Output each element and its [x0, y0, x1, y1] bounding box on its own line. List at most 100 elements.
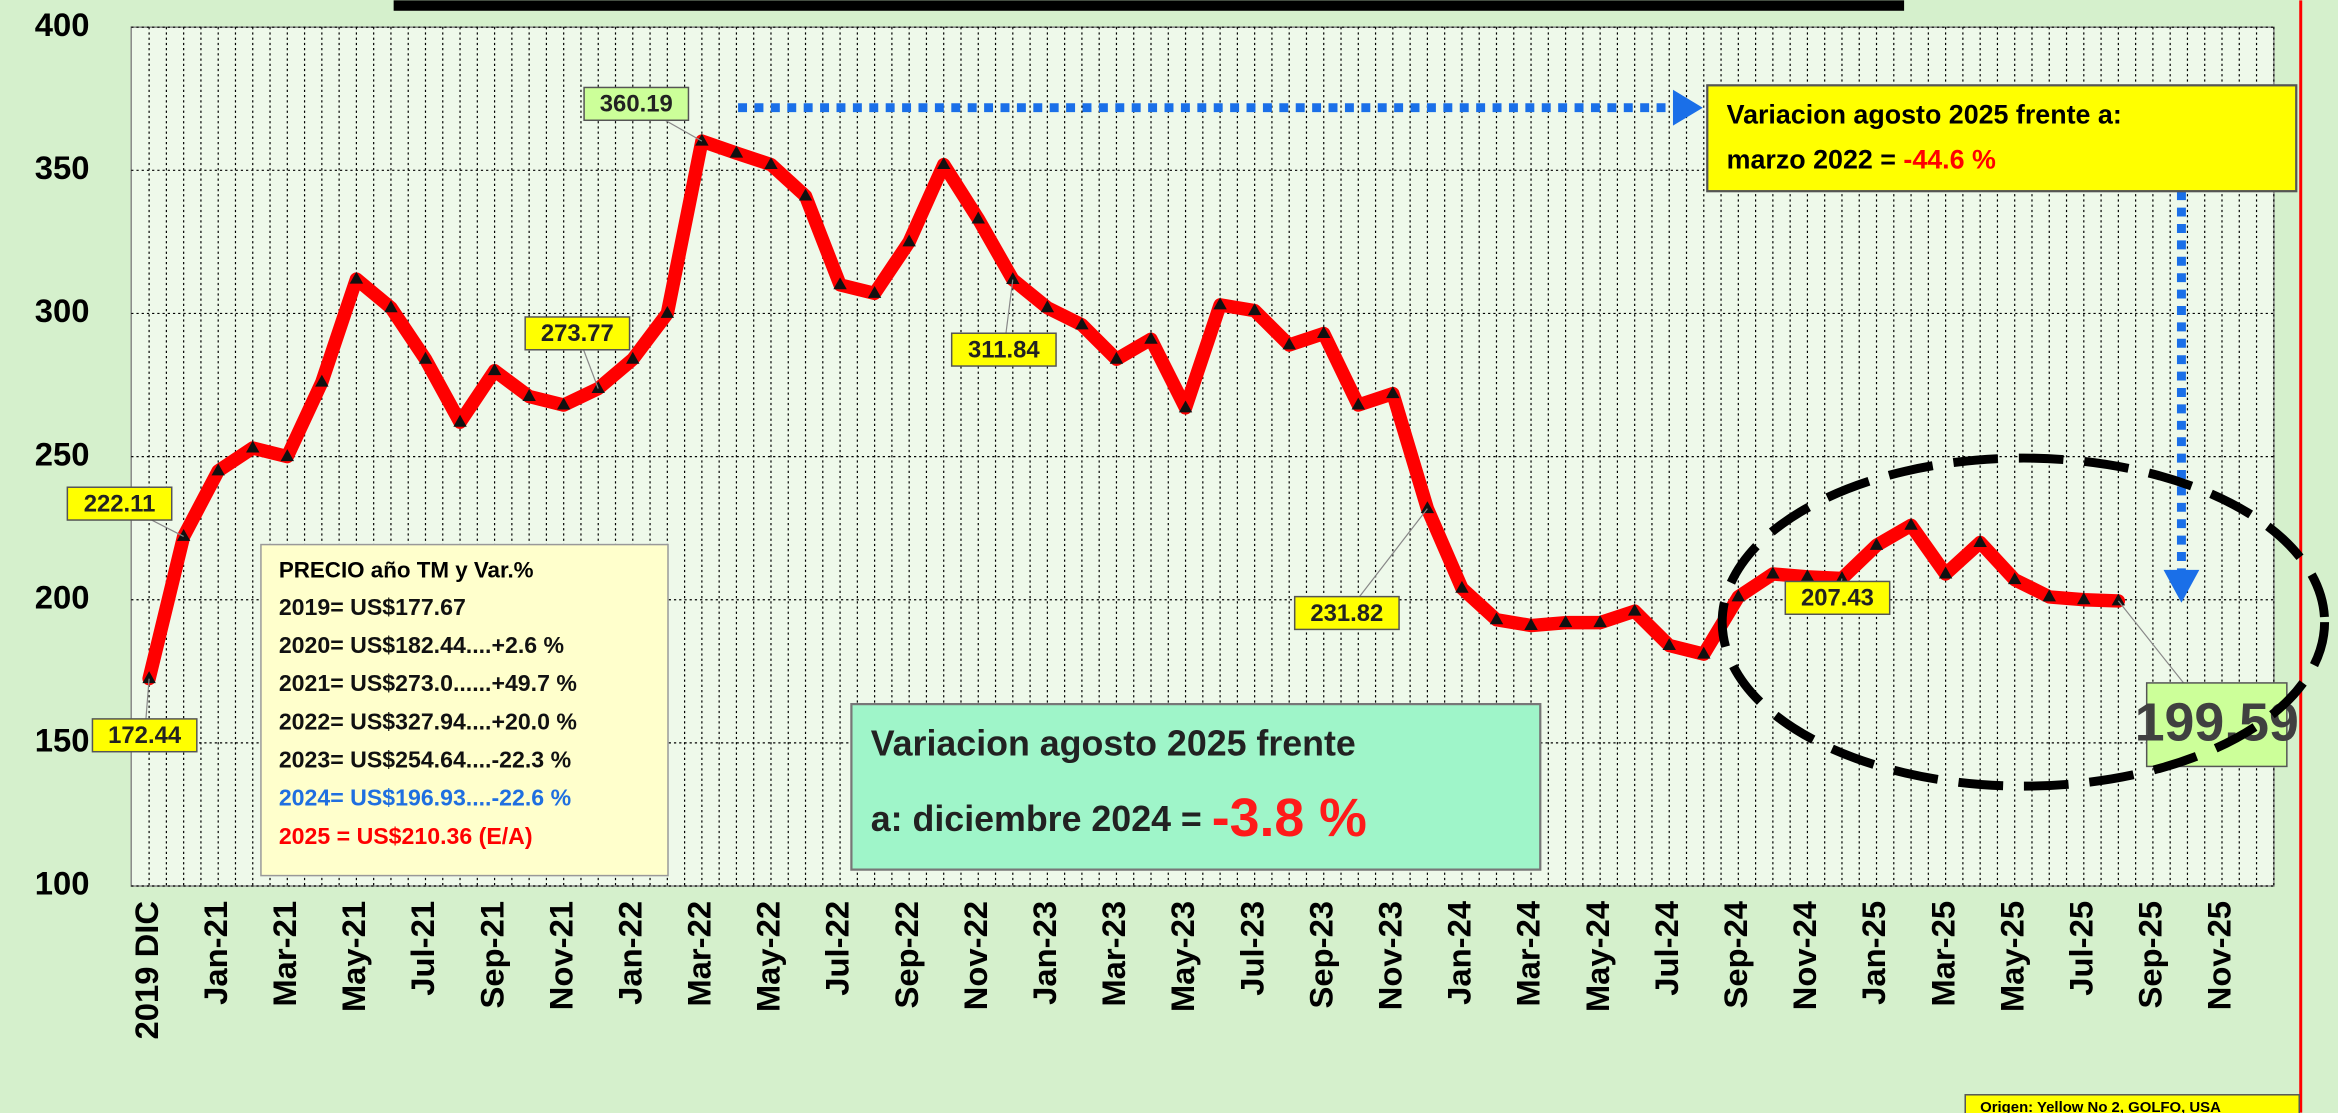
- marker: [1144, 331, 1158, 344]
- grid: 100 150 200 250 300 350 400 2019 DIC Jan-21 Mar-2…: [35, 6, 2275, 1040]
- x-tick-label: Sep-23: [1302, 901, 1339, 1009]
- arrow-head: [1672, 89, 1703, 126]
- marker: [1627, 603, 1642, 616]
- marker: [246, 440, 260, 453]
- data-label: 207.43: [1801, 585, 1874, 612]
- data-label-box: [1293, 595, 1400, 631]
- annotation-text: a: diciembre 2024 = -3.8 %: [871, 788, 1367, 848]
- marker: [1697, 646, 1711, 659]
- x-tick-label: Nov-25: [2201, 901, 2238, 1010]
- marker: [867, 285, 882, 298]
- x-tick-label: Jul-22: [819, 901, 856, 996]
- x-tick-label: Mar-22: [681, 901, 718, 1007]
- marker: [2007, 572, 2022, 585]
- marker: [971, 211, 985, 224]
- data-label-box: [2145, 682, 2288, 768]
- x-tick-label: Jul-25: [2062, 901, 2099, 996]
- data-label-box: [1784, 580, 1891, 616]
- marker: [1731, 589, 1746, 602]
- marker: [695, 133, 709, 146]
- marker: [487, 363, 502, 376]
- annotation-text: Variacion agosto 2025 frente: [871, 723, 1356, 763]
- price-line: 2019= US$177.67: [279, 594, 466, 620]
- marker: [1178, 400, 1193, 413]
- marker: [1075, 317, 1089, 330]
- annotation-text: a: diciembre 2024 =: [871, 799, 1212, 839]
- marker: [349, 271, 364, 284]
- marker: [1662, 638, 1676, 651]
- price-box-title: PRECIO año TM y Var.%: [279, 557, 534, 582]
- y-tick-label: 250: [35, 435, 90, 472]
- marker: [626, 351, 640, 364]
- marker: [1489, 612, 1504, 625]
- data-label-box: [66, 486, 173, 521]
- data-label-box: [583, 86, 690, 122]
- data-label: 360.19: [600, 91, 673, 118]
- marker: [937, 157, 951, 170]
- y-tick-label: 200: [35, 578, 90, 615]
- x-tick-label: Mar-24: [1510, 900, 1547, 1006]
- price-line: 2025 = US$210.36 (E/A): [279, 823, 533, 849]
- price-line: 2024= US$196.93....-22.6 %: [279, 785, 571, 811]
- y-tick-label: 350: [35, 149, 90, 186]
- marker: [729, 145, 744, 158]
- marker: [833, 277, 847, 290]
- price-box: [260, 543, 669, 877]
- marker: [798, 188, 813, 201]
- x-tick-label: Sep-21: [473, 901, 510, 1009]
- x-tick-label: Jul-24: [1648, 900, 1685, 996]
- marker: [1109, 351, 1124, 364]
- marker: [315, 374, 329, 387]
- marker: [1040, 300, 1055, 313]
- data-label: 273.77: [541, 320, 614, 347]
- data-label: 199.59: [2135, 692, 2299, 752]
- x-tick-label: Jan-25: [1855, 901, 1892, 1005]
- marker: [280, 449, 295, 462]
- marker: [1282, 337, 1296, 350]
- marks: 172.44 222.11 273.77 360.19 311.84 231.82 207.…: [66, 86, 2299, 768]
- y-tick-label: 300: [35, 292, 90, 329]
- annotation-text: marzo 2022 =: [1727, 144, 1904, 174]
- data-label: 231.82: [1310, 600, 1383, 627]
- y-tick-label: 150: [35, 722, 90, 759]
- marker: [1766, 566, 1780, 579]
- arrow-head: [2163, 569, 2200, 603]
- marker: [384, 300, 398, 313]
- marker: [1904, 517, 1918, 530]
- price-line: 2022= US$327.94....+20.0 %: [279, 708, 577, 734]
- marker: [2111, 593, 2126, 606]
- marker: [1213, 297, 1227, 310]
- marker: [1420, 501, 1435, 514]
- x-tick-label: Mar-21: [266, 901, 303, 1007]
- marker: [1558, 615, 1573, 628]
- x-tick-label: Jan-23: [1026, 901, 1063, 1005]
- annotation-change: -44.6 %: [1903, 144, 1996, 174]
- annotation-text: Variacion agosto 2025 frente a:: [1727, 100, 2122, 130]
- x-tick-label: May-21: [335, 901, 372, 1012]
- marker: [556, 397, 571, 410]
- x-tick-label: May-25: [1993, 901, 2030, 1012]
- marker: [1455, 580, 1469, 593]
- line: [142, 134, 2126, 686]
- x-tick-label: Sep-24: [1717, 900, 1754, 1008]
- x-tick-label: Mar-23: [1095, 901, 1132, 1007]
- x-tick-label: Jul-23: [1233, 901, 1270, 996]
- x-tick-label: Sep-25: [2132, 901, 2169, 1009]
- marker: [1386, 386, 1400, 399]
- x-tick-label: Jul-21: [404, 901, 441, 996]
- title-bar: [393, 0, 1905, 11]
- marker: [453, 414, 467, 427]
- marker: [176, 528, 191, 541]
- x-tick-label: Nov-22: [957, 901, 994, 1010]
- x-tick-label: Jan-21: [197, 901, 234, 1005]
- overlay: Variacion agosto 2025 frente a: marzo 20…: [260, 84, 2330, 1113]
- marker: [764, 157, 778, 170]
- y-tick-label: 100: [35, 865, 90, 902]
- marker: [522, 389, 536, 401]
- annotation-box: [850, 702, 1542, 871]
- marker: [2042, 589, 2056, 602]
- marker: [1351, 397, 1366, 410]
- data-label-box: [524, 316, 631, 351]
- x-tick-label: 2019 DIC: [128, 901, 165, 1040]
- marker: [1593, 615, 1607, 628]
